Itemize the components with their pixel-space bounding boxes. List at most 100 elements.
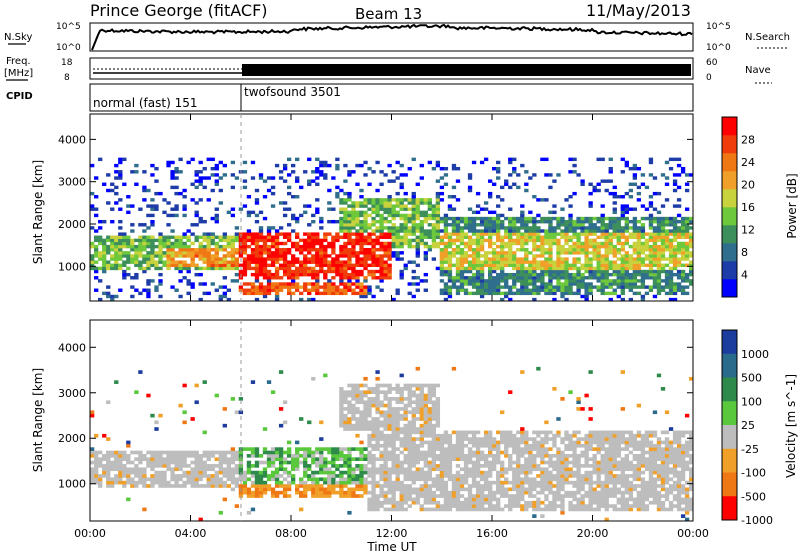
heatmap-cell <box>278 257 284 261</box>
heatmap-cell <box>106 285 111 289</box>
heatmap-cell <box>186 235 191 239</box>
heatmap-cell <box>439 185 445 190</box>
heatmap-cell <box>383 490 388 495</box>
heatmap-cell <box>415 238 420 243</box>
heatmap-cell <box>270 226 276 230</box>
heatmap-cell <box>90 191 95 196</box>
heatmap-cell <box>166 467 171 472</box>
heatmap-cell <box>439 257 445 261</box>
heatmap-cell <box>656 223 662 227</box>
heatmap-cell <box>672 291 678 296</box>
heatmap-cell <box>475 276 481 280</box>
heatmap-cell <box>335 219 340 224</box>
heatmap-cell <box>443 235 449 239</box>
heatmap-cell <box>359 195 364 199</box>
heatmap-cell <box>230 450 236 455</box>
heatmap-cell <box>672 157 678 162</box>
heatmap-cell <box>536 266 541 271</box>
heatmap-cell <box>299 454 304 458</box>
heatmap-cell <box>588 276 593 280</box>
heatmap-cell <box>331 285 336 289</box>
heatmap-cell <box>600 288 605 292</box>
heatmap-cell <box>608 226 613 230</box>
heatmap-cell <box>588 263 593 268</box>
heatmap-cell <box>455 504 461 508</box>
heatmap-cell <box>620 241 625 246</box>
heatmap-cell <box>198 454 203 458</box>
heatmap-cell <box>331 235 336 239</box>
heatmap-cell <box>379 279 384 283</box>
heatmap-cell <box>508 285 513 289</box>
heatmap-cell <box>355 182 360 186</box>
heatmap-cell <box>592 223 597 227</box>
heatmap-cell <box>178 241 183 246</box>
heatmap-cell <box>363 490 368 495</box>
heatmap-cell <box>407 484 412 488</box>
heatmap-cell <box>134 288 139 292</box>
heatmap-cell <box>186 248 191 252</box>
heatmap-cell <box>383 450 388 455</box>
heatmap-cell <box>347 423 352 428</box>
heatmap-cell <box>652 282 658 286</box>
heatmap-cell <box>596 226 601 230</box>
heatmap-cell <box>664 198 670 202</box>
heatmap-cell <box>500 487 505 492</box>
heatmap-cell <box>411 470 416 475</box>
heatmap-cell <box>278 423 284 428</box>
heatmap-cell <box>628 297 633 302</box>
heatmap-cell <box>467 454 473 458</box>
heatmap-cell <box>214 254 219 258</box>
heatmap-cell <box>295 282 300 286</box>
heatmap-cell <box>118 170 123 174</box>
heatmap-cell <box>339 393 344 398</box>
heatmap-cell <box>174 185 179 190</box>
heatmap-cell <box>371 403 376 408</box>
heatmap-cell <box>186 470 191 475</box>
heatmap-cell <box>138 254 143 258</box>
heatmap-cell <box>246 282 252 286</box>
heatmap-cell <box>407 232 412 236</box>
heatmap-cell <box>463 487 469 492</box>
heatmap-cell <box>162 241 167 246</box>
heatmap-cell <box>387 467 392 472</box>
heatmap-cell <box>226 464 231 468</box>
heatmap-cell <box>612 279 617 283</box>
heatmap-cell <box>435 160 441 165</box>
heatmap-cell <box>411 437 416 441</box>
heatmap-cell <box>142 248 147 252</box>
heatmap-cell <box>528 447 533 451</box>
heatmap-cell <box>395 474 400 478</box>
heatmap-cell <box>234 248 240 252</box>
heatmap-cell <box>508 500 513 505</box>
heatmap-cell <box>431 393 437 398</box>
heatmap-cell <box>90 241 95 246</box>
heatmap-cell <box>415 254 420 258</box>
heatmap-cell <box>194 383 199 388</box>
heatmap-cell <box>407 201 412 205</box>
cpid-panel <box>89 83 694 112</box>
heatmap-cell <box>423 198 428 202</box>
heatmap-cell <box>214 480 219 485</box>
heatmap-cell <box>250 272 256 277</box>
heatmap-cell <box>210 467 215 472</box>
heatmap-cell <box>483 487 489 492</box>
heatmap-cell <box>676 248 682 252</box>
heatmap-cell <box>431 226 437 230</box>
heatmap-cell <box>479 490 485 495</box>
heatmap-cell <box>166 213 171 218</box>
heatmap-cell <box>254 188 260 193</box>
heatmap-cell <box>114 170 119 174</box>
heatmap-cell <box>359 210 364 215</box>
heatmap-cell <box>242 266 248 271</box>
heatmap-cell <box>524 288 529 292</box>
heatmap-cell <box>391 213 396 218</box>
heatmap-cell <box>508 226 513 230</box>
heatmap-cell <box>475 474 481 478</box>
heatmap-cell <box>411 232 416 236</box>
heatmap-cell <box>114 235 119 239</box>
heatmap-cell <box>218 188 223 193</box>
heatmap-cell <box>126 443 131 448</box>
heatmap-cell <box>576 288 581 292</box>
heatmap-cell <box>419 201 424 205</box>
heatmap-cell <box>427 390 432 394</box>
